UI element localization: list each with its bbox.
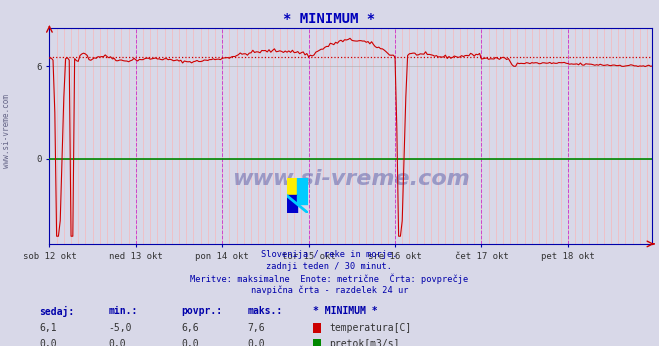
Text: 0,0: 0,0 <box>40 339 57 346</box>
Text: * MINIMUM *: * MINIMUM * <box>313 306 378 316</box>
Text: navpična črta - razdelek 24 ur: navpična črta - razdelek 24 ur <box>251 285 408 294</box>
Bar <box>287 178 297 195</box>
Bar <box>287 195 297 213</box>
Text: Meritve: maksimalne  Enote: metrične  Črta: povprečje: Meritve: maksimalne Enote: metrične Črta… <box>190 273 469 284</box>
Bar <box>297 178 308 195</box>
Text: 7,6: 7,6 <box>247 323 265 333</box>
Text: pretok[m3/s]: pretok[m3/s] <box>330 339 400 346</box>
Text: www.si-vreme.com: www.si-vreme.com <box>232 169 470 189</box>
Text: temperatura[C]: temperatura[C] <box>330 323 412 333</box>
Text: maks.:: maks.: <box>247 306 282 316</box>
Text: www.si-vreme.com: www.si-vreme.com <box>2 94 11 169</box>
Bar <box>297 195 308 204</box>
Text: 6,1: 6,1 <box>40 323 57 333</box>
Text: -5,0: -5,0 <box>109 323 132 333</box>
Text: 0,0: 0,0 <box>181 339 199 346</box>
Text: 0,0: 0,0 <box>109 339 127 346</box>
Text: Slovenija / reke in morje.: Slovenija / reke in morje. <box>261 250 398 259</box>
Text: povpr.:: povpr.: <box>181 306 222 316</box>
Text: sedaj:: sedaj: <box>40 306 74 317</box>
Text: 0,0: 0,0 <box>247 339 265 346</box>
Text: min.:: min.: <box>109 306 138 316</box>
Text: 6,6: 6,6 <box>181 323 199 333</box>
Text: * MINIMUM *: * MINIMUM * <box>283 12 376 26</box>
Text: zadnji teden / 30 minut.: zadnji teden / 30 minut. <box>266 262 393 271</box>
